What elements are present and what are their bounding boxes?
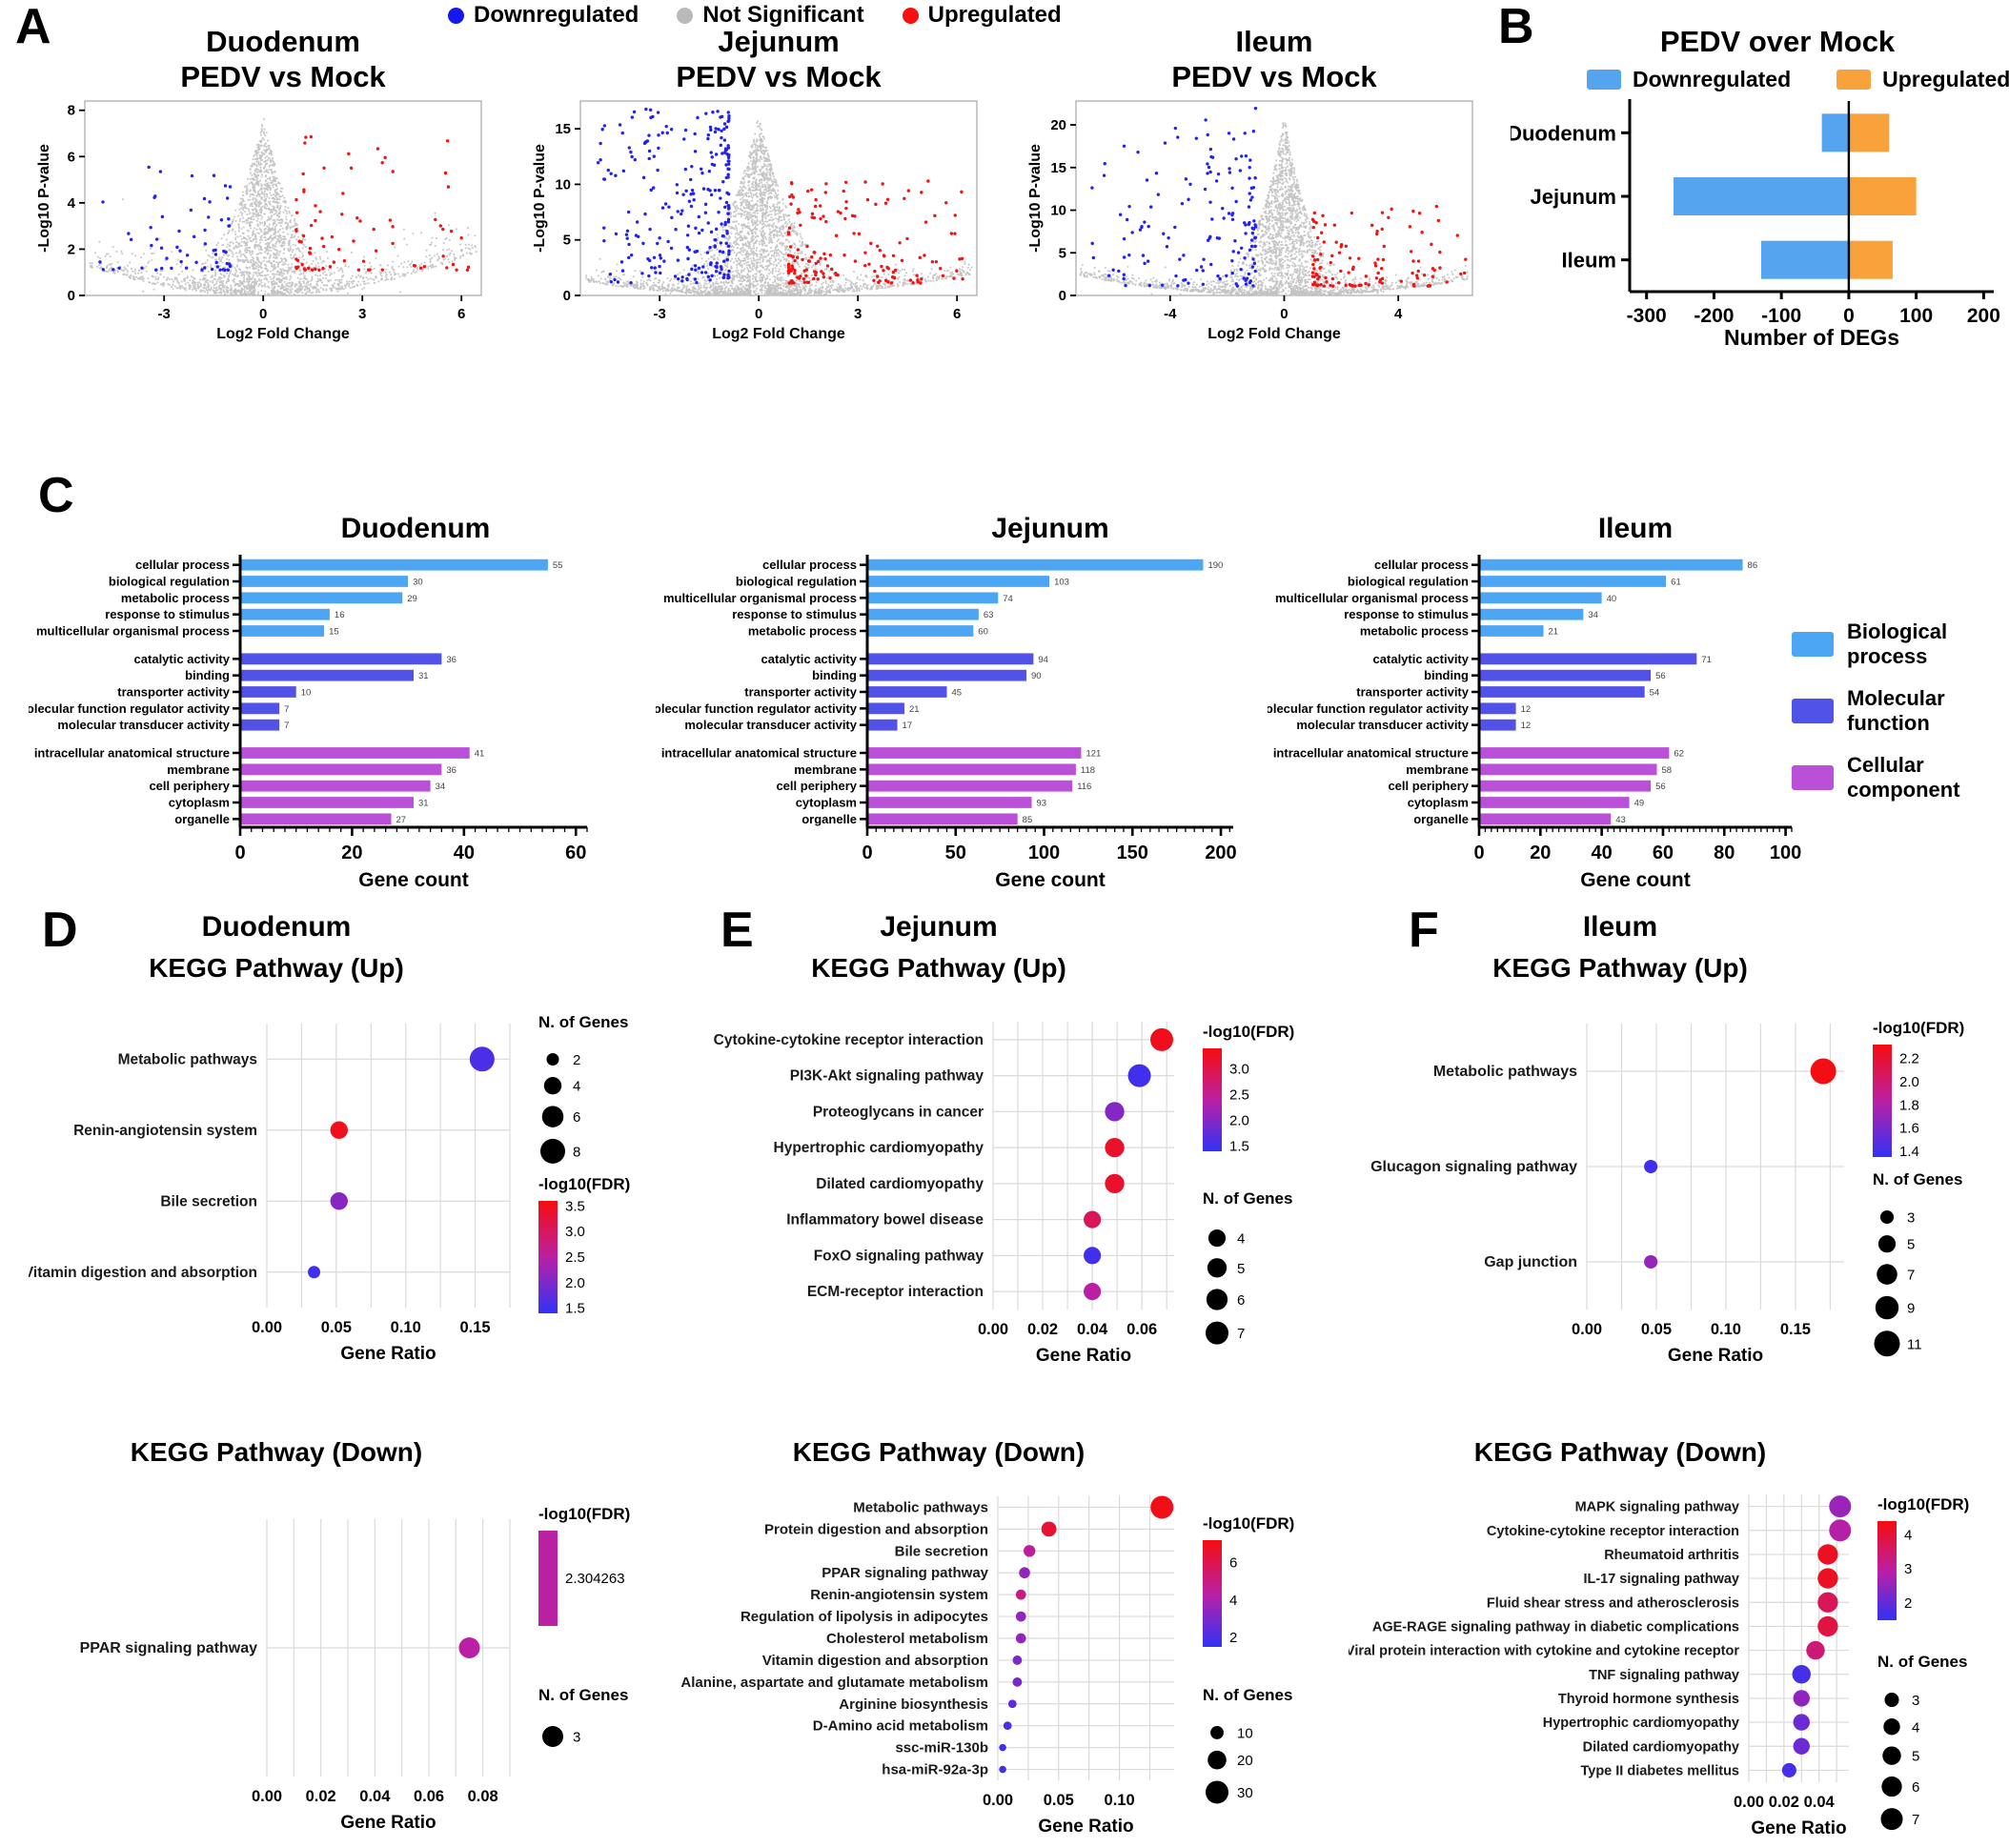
- downregulated-chip-icon: [1587, 70, 1621, 90]
- svg-text:-Log10 P-value: -Log10 P-value: [36, 144, 52, 253]
- volcano-status-legend: Downregulated Not Significant Upregulate…: [448, 2, 1062, 29]
- go-title-jejunum: Jejunum: [991, 513, 1109, 544]
- go-category-legend: Biological process Molecular function Ce…: [1792, 619, 2009, 802]
- svg-text:0: 0: [259, 306, 267, 322]
- legend-item-upregulated: Upregulated: [902, 2, 1062, 29]
- svg-text:0: 0: [68, 288, 75, 304]
- kegg-tissue-title-duodenum: Duodenum: [201, 911, 352, 943]
- go-title-duodenum: Duodenum: [340, 513, 491, 544]
- legend-item-not-significant: Not Significant: [677, 2, 864, 29]
- panel-label-d: D: [42, 903, 78, 958]
- svg-text:2: 2: [68, 241, 75, 257]
- legend-item-downregulated: Downregulated: [448, 2, 639, 29]
- volcano-title-jejunum: Jejunum PEDV vs Mock: [676, 25, 882, 93]
- molecular-function-chip-icon: [1792, 699, 1834, 723]
- kegg-up-title-jejunum: KEGG Pathway (Up): [811, 953, 1066, 983]
- legend-label: Upregulated: [1882, 67, 2009, 91]
- deg-legend: Downregulated Upregulated: [1587, 67, 2009, 92]
- legend-label: Upregulated: [927, 2, 1062, 28]
- legend-item-up-degs: Upregulated: [1837, 67, 2009, 92]
- kegg-up-dotplot-jejunum: Cytokine-cytokine receptor interactionPI…: [714, 1022, 1294, 1366]
- downregulated-dot-icon: [448, 7, 464, 24]
- svg-text:6: 6: [457, 306, 465, 322]
- kegg-up-title-ileum: KEGG Pathway (Up): [1492, 953, 1748, 983]
- not-significant-dot-icon: [677, 7, 694, 24]
- cellular-component-chip-icon: [1792, 765, 1834, 790]
- panel-label-b: B: [1498, 0, 1534, 54]
- svg-text:6: 6: [68, 149, 75, 165]
- svg-text:-3: -3: [158, 306, 171, 322]
- panel-label-a: A: [15, 0, 51, 54]
- kegg-tissue-title-ileum: Ileum: [1582, 911, 1658, 943]
- legend-label: Downregulated: [474, 2, 639, 28]
- deg-chart-title: PEDV over Mock: [1659, 25, 1896, 58]
- legend-item-biological-process: Biological process: [1792, 619, 2009, 669]
- legend-item-molecular-function: Molecular function: [1792, 686, 2009, 736]
- volcano-title-duodenum: Duodenum PEDV vs Mock: [180, 25, 386, 93]
- legend-item-cellular-component: Cellular component: [1792, 753, 2009, 802]
- legend-label: Cellular component: [1847, 753, 1960, 802]
- legend-label: Not Significant: [702, 2, 864, 28]
- svg-text:3: 3: [358, 306, 366, 322]
- upregulated-dot-icon: [902, 7, 919, 24]
- svg-text:8: 8: [68, 103, 75, 119]
- volcano-plot-duodenum: -3 0 3 6 0 2 4 6 8 Log2 Fold Change -Log10 P-value: [36, 100, 482, 342]
- legend-label: Biological process: [1847, 619, 1948, 668]
- volcano-title-ileum: Ileum PEDV vs Mock: [1171, 25, 1377, 93]
- panel-label-e: E: [720, 903, 754, 958]
- panel-label-f: F: [1409, 903, 1439, 958]
- upregulated-chip-icon: [1837, 70, 1872, 90]
- go-title-ileum: Ileum: [1597, 513, 1674, 544]
- kegg-tissue-title-jejunum: Jejunum: [880, 911, 998, 943]
- svg-text:Log2 Fold Change: Log2 Fold Change: [216, 326, 350, 342]
- kegg-down-dotplot-ileum: MAPK signaling pathwayCytokine-cytokine …: [1349, 1494, 1969, 1838]
- kegg-down-title-ileum: KEGG Pathway (Down): [1473, 1437, 1767, 1467]
- legend-item-down-degs: Downregulated: [1587, 67, 1791, 92]
- legend-label: Molecular function: [1847, 686, 1945, 735]
- kegg-down-title-jejunum: KEGG Pathway (Down): [792, 1437, 1086, 1467]
- panel-label-c: C: [38, 468, 74, 523]
- svg-text:4: 4: [68, 195, 76, 212]
- kegg-down-title-duodenum: KEGG Pathway (Down): [130, 1437, 423, 1467]
- biological-process-chip-icon: [1792, 632, 1834, 657]
- kegg-up-title-duodenum: KEGG Pathway (Up): [149, 953, 404, 983]
- legend-label: Downregulated: [1633, 67, 1792, 91]
